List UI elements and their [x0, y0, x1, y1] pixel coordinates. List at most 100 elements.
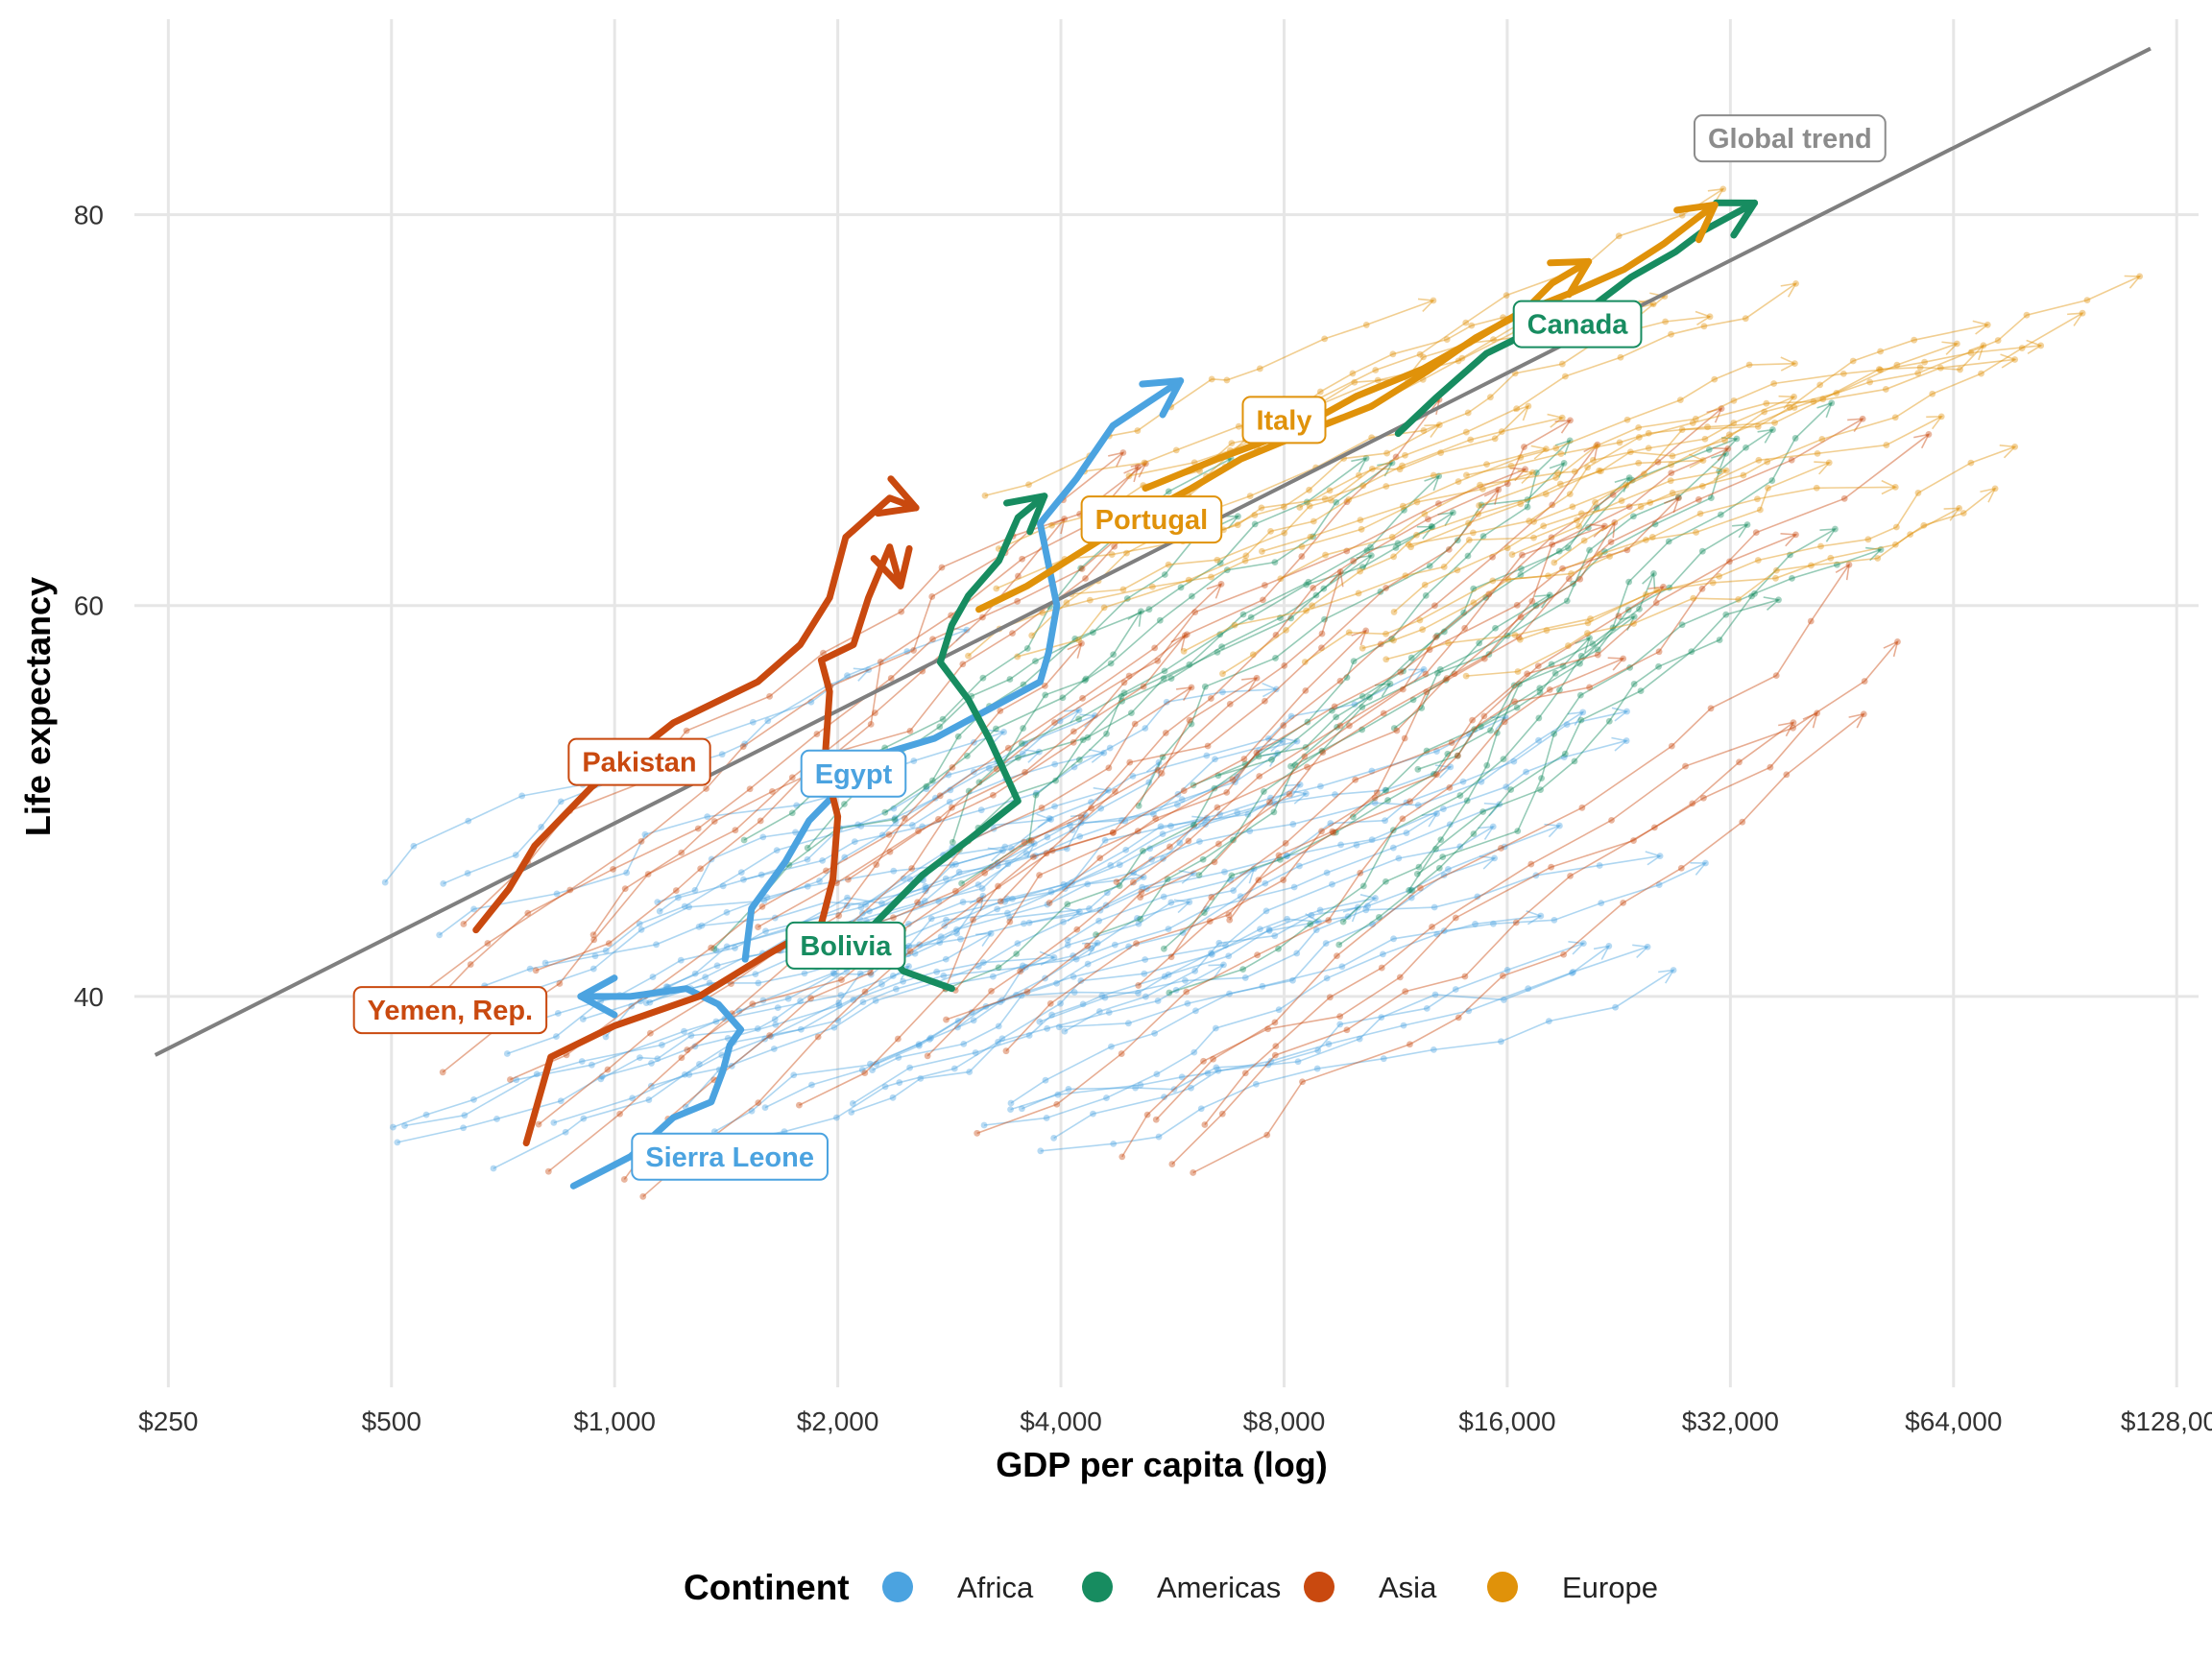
background-point: [881, 808, 889, 816]
background-point: [1110, 651, 1118, 659]
background-point: [1002, 1047, 1010, 1055]
background-point: [1165, 488, 1172, 495]
background-point: [1123, 549, 1130, 557]
background-point: [1211, 784, 1218, 792]
background-point: [1609, 624, 1617, 632]
background-arrowhead: [1304, 913, 1321, 928]
background-point: [649, 974, 657, 980]
background-point: [1036, 748, 1043, 756]
background-trajectory: [701, 740, 1284, 926]
background-point: [1565, 642, 1572, 649]
background-point: [1110, 1140, 1118, 1147]
background-point: [1953, 340, 1960, 348]
background-point: [1576, 575, 1584, 583]
background-trajectory: [884, 457, 1367, 813]
background-point: [1577, 716, 1585, 724]
background-point: [1643, 590, 1649, 598]
background-point: [1584, 464, 1592, 471]
background-point: [861, 1070, 869, 1077]
background-point: [1814, 709, 1821, 717]
background-point: [1730, 420, 1738, 426]
background-point: [928, 593, 936, 600]
background-point: [1527, 860, 1535, 868]
background-point: [1191, 609, 1199, 616]
x-axis-title: GDP per capita (log): [996, 1445, 1327, 1484]
background-point: [1431, 770, 1437, 778]
background-point: [1071, 635, 1079, 642]
background-point: [1315, 918, 1322, 926]
background-point: [1015, 754, 1022, 761]
background-point: [759, 833, 767, 841]
background-point: [1698, 482, 1706, 490]
background-point: [1304, 763, 1310, 771]
background-arrowhead: [1238, 867, 1256, 884]
background-point: [1859, 415, 1866, 422]
background-point: [1318, 828, 1325, 835]
background-point: [1675, 494, 1682, 502]
background-arrowhead: [1478, 826, 1495, 840]
background-point: [1186, 661, 1193, 668]
background-point: [915, 828, 922, 834]
background-point: [1874, 555, 1882, 562]
background-point: [1763, 399, 1770, 407]
background-point: [389, 1123, 397, 1131]
background-point: [1178, 1073, 1186, 1081]
background-point: [1155, 758, 1163, 766]
background-point: [1443, 336, 1451, 343]
background-point: [1525, 985, 1532, 993]
background-point: [526, 965, 534, 973]
background-point: [890, 914, 897, 922]
background-point: [674, 894, 682, 902]
background-point: [1401, 734, 1408, 742]
background-point: [1566, 437, 1574, 445]
background-point: [1625, 578, 1633, 586]
background-point: [905, 920, 912, 927]
background-point: [1408, 887, 1416, 894]
background-point: [1421, 581, 1429, 589]
background-point: [1312, 926, 1320, 933]
background-point: [1440, 805, 1447, 812]
background-arrowhead: [1191, 815, 1209, 830]
background-point: [1106, 744, 1114, 752]
background-arrowhead: [1262, 752, 1280, 767]
background-point: [1166, 989, 1173, 997]
background-point: [1222, 942, 1229, 949]
background-point: [1032, 658, 1039, 665]
background-trajectory: [723, 964, 1224, 1144]
background-trajectory: [1410, 343, 1958, 548]
background-point: [1388, 459, 1396, 467]
background-point: [436, 931, 444, 939]
background-point: [518, 792, 526, 800]
background-point: [972, 1049, 979, 1056]
background-point: [1156, 616, 1164, 624]
background-point: [1282, 839, 1289, 847]
background-point: [1390, 553, 1398, 561]
background-point: [857, 903, 865, 911]
background-point: [1051, 803, 1058, 810]
background-point: [1103, 730, 1110, 737]
background-point: [1508, 551, 1516, 558]
background-arrowhead: [1549, 462, 1566, 478]
background-arrowhead: [1408, 668, 1426, 683]
background-point: [1860, 710, 1867, 718]
background-point: [1416, 350, 1424, 358]
background-point: [1689, 420, 1696, 426]
background-point: [1057, 999, 1064, 1007]
background-point: [1271, 1051, 1279, 1059]
background-point: [1107, 660, 1115, 667]
background-point: [1567, 872, 1574, 879]
background-point: [1218, 643, 1225, 651]
background-point: [963, 626, 971, 634]
background-point: [993, 585, 1000, 592]
background-arrowhead: [1417, 298, 1435, 313]
background-arrowhead: [1658, 969, 1675, 984]
background-point: [1406, 886, 1412, 894]
series-line-sierra-leone: [569, 985, 745, 1190]
background-point: [1730, 397, 1738, 404]
background-point: [1654, 458, 1662, 466]
background-point: [952, 860, 959, 868]
callout-box: [1241, 396, 1327, 445]
background-point: [1056, 717, 1064, 725]
background-point: [1478, 501, 1485, 509]
background-point: [1070, 763, 1078, 771]
